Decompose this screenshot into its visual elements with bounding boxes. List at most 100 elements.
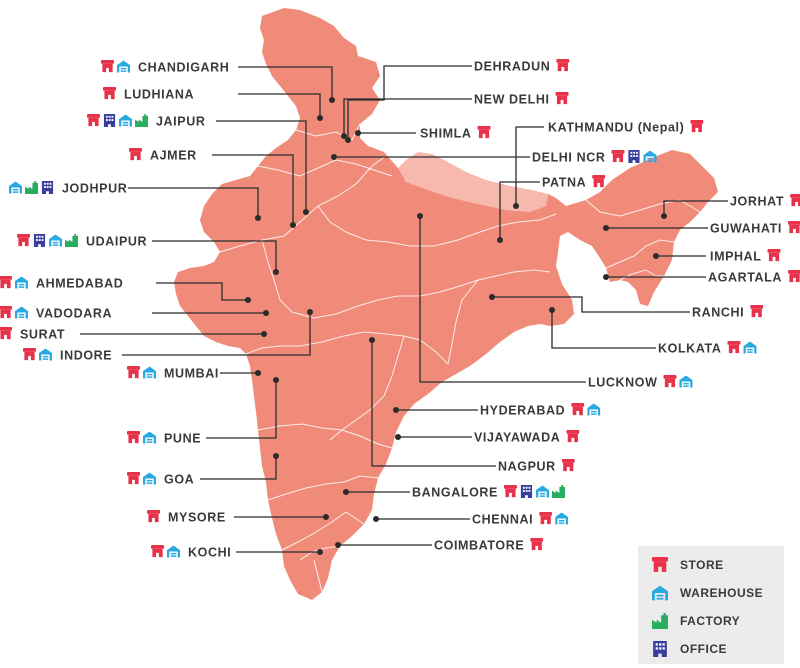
city-jaipur: JAIPUR: [87, 114, 205, 129]
warehouse-icon: [49, 234, 62, 247]
store-icon: [561, 459, 575, 472]
store-icon: [727, 341, 741, 354]
store-icon: [592, 175, 606, 188]
store-icon: [690, 120, 704, 133]
city-chandigarh: CHANDIGARH: [101, 60, 229, 75]
store-icon: [788, 270, 800, 283]
warehouse-icon: [167, 545, 180, 558]
city-dehradun: DEHRADUN: [474, 59, 570, 74]
factory-icon: [551, 485, 565, 498]
city-label: INDORE: [60, 349, 112, 363]
city-label: SURAT: [20, 328, 65, 342]
city-ajmer: AJMER: [129, 148, 197, 163]
nepal-region: [398, 152, 548, 212]
office-icon: [33, 234, 46, 247]
store-icon: [750, 305, 764, 318]
store-icon: [767, 249, 781, 262]
city-ranchi: RANCHI: [692, 305, 764, 320]
city-kochi: KOCHI: [151, 545, 231, 560]
warehouse-icon: [535, 485, 549, 498]
store-icon: [127, 472, 140, 485]
city-label: NEW DELHI: [474, 93, 550, 107]
warehouse-icon: [743, 341, 757, 354]
city-ahmedabad: AHMEDABAD: [0, 276, 123, 291]
city-coimbatore: COIMBATORE: [434, 538, 544, 553]
city-surat: SURAT: [0, 327, 65, 342]
city-mumbai: MUMBAI: [127, 366, 218, 381]
warehouse-icon: [143, 366, 156, 379]
city-label: GUWAHATI: [710, 222, 782, 236]
city-label: IMPHAL: [710, 250, 762, 264]
warehouse-icon: [15, 306, 28, 319]
city-shimla: SHIMLA: [420, 126, 491, 141]
city-label: AJMER: [150, 149, 197, 163]
city-guwahati: GUWAHATI: [710, 221, 800, 236]
warehouse-icon: [143, 431, 156, 444]
india-landmass: [174, 8, 718, 600]
city-bangalore: BANGALORE: [412, 485, 565, 500]
office-icon: [103, 114, 116, 127]
city-label: CHENNAI: [472, 513, 533, 527]
warehouse-icon: [679, 375, 693, 388]
store-icon: [127, 431, 140, 444]
leader-lines: [80, 65, 728, 553]
city-udaipur: UDAIPUR: [17, 234, 147, 249]
city-dots: [245, 97, 667, 555]
warehouse-icon: [643, 150, 657, 163]
warehouse-icon: [39, 348, 52, 361]
legend-item-store: STORE: [652, 555, 724, 575]
city-label: JAIPUR: [156, 115, 205, 129]
office-icon: [41, 181, 54, 194]
legend-label: FACTORY: [680, 614, 741, 628]
city-delhi-ncr: DELHI NCR: [532, 150, 657, 165]
city-jodhpur: JODHPUR: [9, 181, 127, 196]
city-label: VADODARA: [36, 307, 112, 321]
factory-icon: [135, 114, 148, 127]
store-icon: [652, 557, 668, 572]
legend-label: STORE: [680, 558, 724, 572]
legend-item-warehouse: WAREHOUSE: [652, 583, 763, 603]
warehouse-icon: [9, 181, 22, 194]
city-label: DEHRADUN: [474, 60, 550, 74]
city-label: GOA: [164, 473, 194, 487]
store-icon: [127, 366, 140, 379]
legend-label: WAREHOUSE: [680, 586, 764, 600]
store-icon: [0, 306, 12, 319]
store-icon: [147, 510, 160, 523]
store-icon: [129, 148, 142, 161]
city-indore: INDORE: [23, 348, 112, 363]
city-label: SHIMLA: [420, 127, 472, 141]
city-nagpur: NAGPUR: [498, 459, 575, 474]
legend-item-factory: FACTORY: [652, 611, 740, 631]
city-vijayawada: VIJAYAWADA: [474, 430, 580, 445]
city-chennai: CHENNAI: [472, 512, 569, 527]
legend-item-office: OFFICE: [652, 639, 727, 659]
city-lucknow: LUCKNOW: [588, 375, 693, 390]
office-icon: [653, 641, 667, 657]
city-goa: GOA: [127, 472, 194, 487]
store-icon: [790, 194, 800, 207]
city-label: PATNA: [542, 176, 586, 190]
city-label: KOCHI: [188, 546, 231, 560]
city-label: RANCHI: [692, 306, 744, 320]
city-label: LUCKNOW: [588, 376, 657, 390]
city-label: BANGALORE: [412, 486, 498, 500]
store-icon: [23, 348, 36, 361]
city-mysore: MYSORE: [147, 510, 225, 525]
city-label: PUNE: [164, 432, 201, 446]
city-label: LUDHIANA: [124, 88, 194, 102]
store-icon: [0, 276, 12, 289]
city-label: JORHAT: [730, 195, 784, 209]
store-icon: [530, 538, 544, 551]
factory-icon: [25, 181, 38, 194]
city-new-delhi: NEW DELHI: [474, 92, 569, 107]
city-kolkata: KOLKATA: [658, 341, 757, 356]
city-label: UDAIPUR: [86, 235, 147, 249]
store-icon: [571, 403, 585, 416]
store-icon: [101, 60, 114, 73]
city-label: COIMBATORE: [434, 539, 524, 553]
city-vadodara: VADODARA: [0, 306, 112, 321]
city-ludhiana: LUDHIANA: [103, 87, 194, 102]
city-label: KATHMANDU (Nepal): [548, 121, 684, 135]
store-icon: [566, 430, 580, 443]
